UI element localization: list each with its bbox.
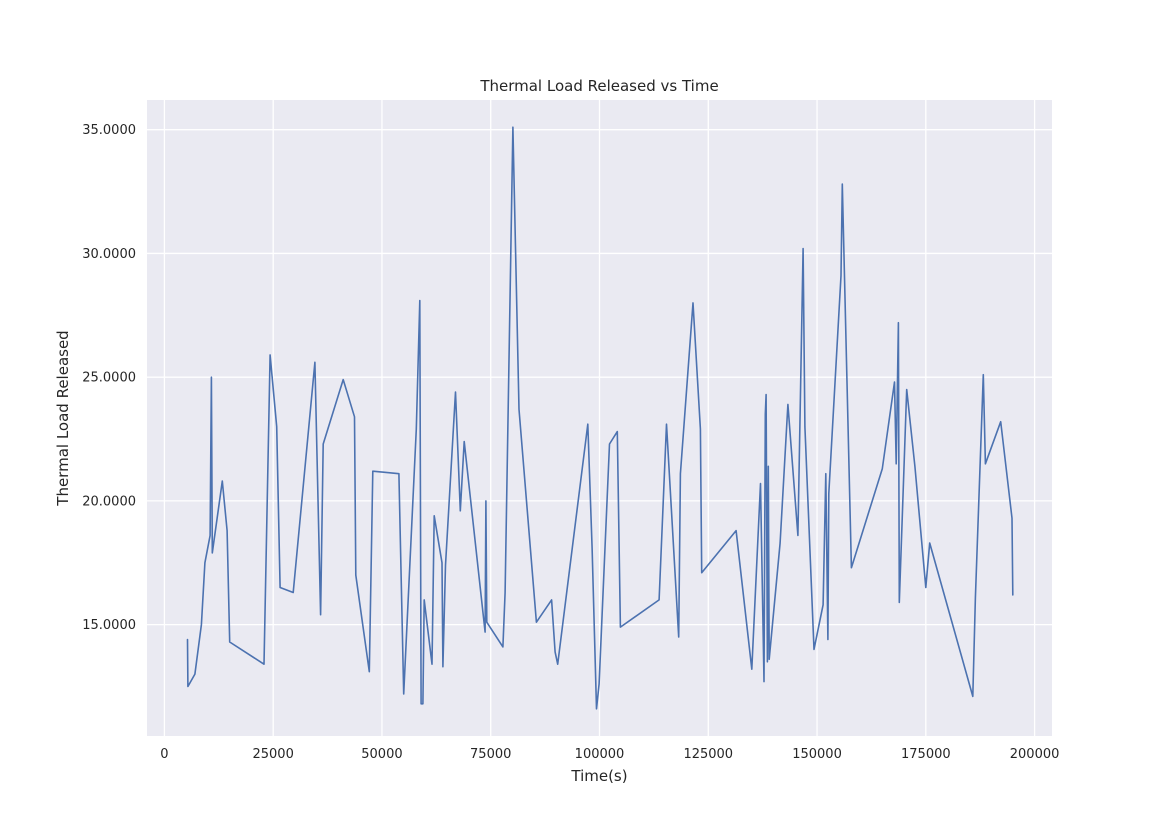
x-tick-label: 50000 [361, 747, 402, 762]
x-tick-label: 25000 [252, 747, 293, 762]
x-tick-label: 200000 [1010, 747, 1060, 762]
x-tick-label: 150000 [792, 747, 842, 762]
y-tick-label: 25.0000 [82, 371, 136, 386]
y-tick-label: 20.0000 [82, 494, 136, 509]
tick-layer: 0 25000 50000 75000 100000 125000 150000 175000… [82, 123, 1059, 762]
x-tick-label: 100000 [575, 747, 625, 762]
x-tick-label: 0 [160, 747, 168, 762]
x-tick-label: 125000 [683, 747, 733, 762]
y-tick-label: 35.0000 [82, 123, 136, 138]
chart-title: Thermal Load Released vs Time [479, 77, 718, 95]
x-axis-label: Time(s) [570, 767, 627, 785]
grid-layer [147, 100, 1052, 736]
y-tick-label: 30.0000 [82, 247, 136, 262]
x-tick-label: 75000 [470, 747, 511, 762]
y-tick-label: 15.0000 [82, 618, 136, 633]
series-line [186, 126, 1014, 710]
x-tick-label: 175000 [901, 747, 951, 762]
series-layer [186, 126, 1014, 710]
y-axis-label: Thermal Load Released [54, 330, 72, 506]
